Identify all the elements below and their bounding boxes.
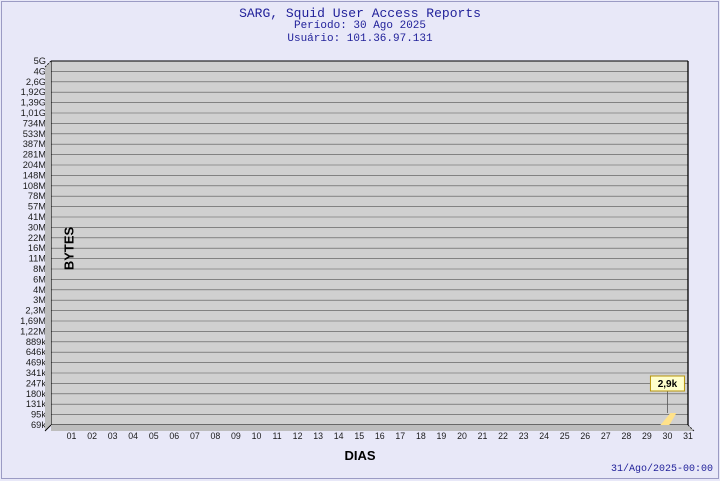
svg-text:41M: 41M [28, 212, 46, 222]
svg-text:204M: 204M [23, 160, 46, 170]
svg-text:108M: 108M [23, 181, 46, 191]
svg-text:1,22M: 1,22M [20, 326, 46, 336]
svg-text:6M: 6M [33, 274, 46, 284]
svg-text:05: 05 [149, 431, 159, 441]
svg-text:3M: 3M [33, 295, 46, 305]
svg-text:2,6G: 2,6G [26, 77, 46, 87]
svg-text:646k: 646k [26, 347, 47, 357]
svg-text:18: 18 [416, 431, 426, 441]
svg-text:08: 08 [210, 431, 220, 441]
svg-text:31: 31 [683, 431, 693, 441]
svg-text:247k: 247k [26, 378, 47, 388]
svg-text:2,3M: 2,3M [25, 306, 46, 316]
svg-text:2,9k: 2,9k [658, 379, 678, 390]
svg-text:22: 22 [498, 431, 508, 441]
svg-text:69k: 69k [31, 420, 46, 430]
svg-text:469k: 469k [26, 358, 47, 368]
svg-text:20: 20 [457, 431, 467, 441]
svg-text:734M: 734M [23, 118, 46, 128]
svg-text:11M: 11M [29, 254, 46, 264]
svg-text:30M: 30M [28, 222, 46, 232]
svg-text:09: 09 [231, 431, 241, 441]
svg-text:28: 28 [621, 431, 631, 441]
svg-text:180k: 180k [26, 389, 47, 399]
svg-text:15: 15 [354, 431, 364, 441]
svg-text:16M: 16M [28, 243, 46, 253]
svg-text:13: 13 [313, 431, 323, 441]
svg-text:29: 29 [642, 431, 652, 441]
svg-text:4M: 4M [33, 285, 46, 295]
svg-text:12: 12 [293, 431, 303, 441]
svg-text:148M: 148M [23, 170, 46, 180]
svg-text:19: 19 [437, 431, 447, 441]
svg-text:57M: 57M [28, 202, 46, 212]
svg-text:30: 30 [663, 431, 673, 441]
svg-text:78M: 78M [28, 191, 46, 201]
svg-text:21: 21 [478, 431, 488, 441]
svg-text:5G: 5G [34, 56, 46, 66]
svg-text:16: 16 [375, 431, 385, 441]
svg-text:341k: 341k [26, 368, 47, 378]
svg-text:26: 26 [580, 431, 590, 441]
svg-text:07: 07 [190, 431, 200, 441]
svg-text:1,39G: 1,39G [21, 98, 46, 108]
svg-text:131k: 131k [26, 399, 47, 409]
svg-text:889k: 889k [26, 337, 47, 347]
svg-text:10: 10 [252, 431, 262, 441]
svg-text:23: 23 [519, 431, 529, 441]
svg-text:04: 04 [128, 431, 138, 441]
svg-text:4G: 4G [34, 66, 46, 76]
svg-text:01: 01 [67, 431, 77, 441]
svg-text:1,69M: 1,69M [20, 316, 46, 326]
svg-text:24: 24 [539, 431, 549, 441]
svg-text:02: 02 [87, 431, 97, 441]
svg-text:11: 11 [272, 431, 281, 441]
svg-text:281M: 281M [23, 150, 46, 160]
svg-text:533M: 533M [23, 129, 46, 139]
svg-text:387M: 387M [23, 139, 46, 149]
svg-text:03: 03 [108, 431, 118, 441]
svg-text:1,92G: 1,92G [21, 87, 46, 97]
svg-text:14: 14 [334, 431, 344, 441]
svg-text:95k: 95k [31, 410, 46, 420]
svg-text:27: 27 [601, 431, 611, 441]
svg-text:1,01G: 1,01G [21, 108, 46, 118]
svg-text:06: 06 [169, 431, 179, 441]
svg-text:17: 17 [395, 431, 405, 441]
svg-text:8M: 8M [33, 264, 46, 274]
svg-text:22M: 22M [28, 233, 46, 243]
svg-text:25: 25 [560, 431, 570, 441]
